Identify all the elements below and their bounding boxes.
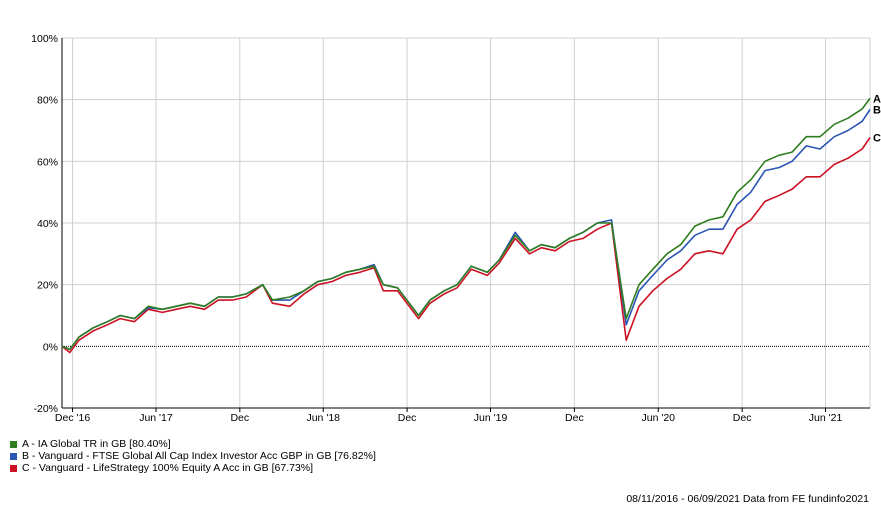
legend-label-c: C - Vanguard - LifeStrategy 100% Equity … xyxy=(22,462,314,474)
y-tick-label: -20% xyxy=(33,403,58,415)
legend-item-a: A - IA Global TR in GB [80.40%] xyxy=(10,438,376,450)
y-tick-label: 40% xyxy=(37,218,58,230)
legend-item-b: B - Vanguard - FTSE Global All Cap Index… xyxy=(10,450,376,462)
legend-label-b: B - Vanguard - FTSE Global All Cap Index… xyxy=(22,450,376,462)
x-tick-label: Dec '16 xyxy=(55,412,90,424)
x-tick-label: Dec xyxy=(230,412,249,424)
legend-label-a: A - IA Global TR in GB [80.40%] xyxy=(22,438,171,450)
grid-lines xyxy=(62,37,871,409)
series-line-a xyxy=(61,97,871,351)
end-label-a: A xyxy=(873,93,881,105)
axes: -20% 0% 20% 40% 60% 80% 100% Dec '16 Jun '17 Dec J… xyxy=(31,33,870,424)
y-tick-label: 0% xyxy=(43,341,58,353)
legend-swatch-c xyxy=(10,464,17,472)
y-tick-label: 80% xyxy=(37,95,58,107)
x-tick-label: Dec xyxy=(398,412,417,424)
legend-item-c: C - Vanguard - LifeStrategy 100% Equity … xyxy=(10,462,376,474)
legend-swatch-a xyxy=(10,440,17,448)
performance-chart: -20% 0% 20% 40% 60% 80% 100% Dec '16 Jun '17 Dec J… xyxy=(31,33,881,424)
series-line-c xyxy=(61,137,871,354)
y-tick-label: 60% xyxy=(37,156,58,168)
legend-swatch-b xyxy=(10,452,17,460)
end-labels: AB C xyxy=(873,93,881,144)
x-tick-label: Jun '20 xyxy=(641,412,675,424)
y-tick-label: 100% xyxy=(31,33,58,45)
x-tick-label: Dec xyxy=(565,412,584,424)
end-label-c: C xyxy=(873,132,881,144)
x-tick-label: Jun '21 xyxy=(809,412,843,424)
y-tick-label: 20% xyxy=(37,280,58,292)
x-tick-label: Jun '19 xyxy=(474,412,508,424)
x-tick-label: Jun '18 xyxy=(306,412,340,424)
x-tick-label: Dec xyxy=(733,412,752,424)
series-lines xyxy=(61,97,871,354)
legend: A - IA Global TR in GB [80.40%] B - Vang… xyxy=(10,438,376,474)
series-line-b xyxy=(61,109,871,351)
end-label-b: B xyxy=(873,104,881,116)
source-footer: 08/11/2016 - 06/09/2021 Data from FE fun… xyxy=(626,493,869,505)
x-tick-label: Jun '17 xyxy=(139,412,173,424)
